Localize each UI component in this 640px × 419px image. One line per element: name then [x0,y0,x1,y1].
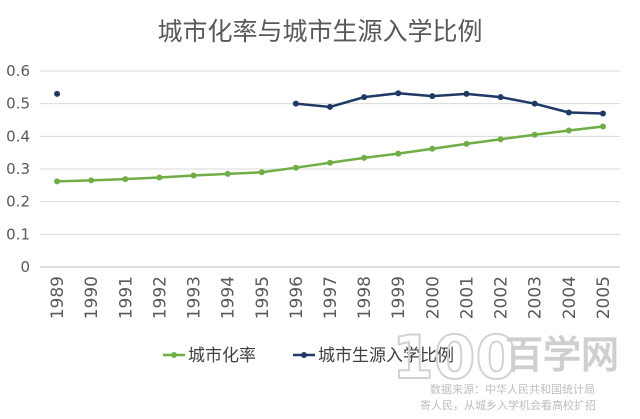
x-tick-label: 1990 [82,276,102,319]
watermark: 100 百学网 数据来源：中华人民共和国统计局 寄人民，从城乡入学机会看高校扩招 [391,322,619,412]
x-tick-label: 1998 [355,276,375,319]
series-1 [54,123,606,185]
data-point [429,145,436,152]
data-point [599,123,606,130]
data-point [292,164,299,171]
x-tick-label: 1992 [150,276,170,319]
data-point [531,131,538,138]
x-tick-label: 1989 [48,276,68,319]
y-tick-label: 0.2 [6,193,30,211]
y-tick-label: 0.5 [6,95,30,113]
data-point [88,177,95,184]
watermark-source-line1: 数据来源：中华人民共和国统计局 [430,382,595,396]
data-point [463,140,470,147]
y-tick-label: 0.4 [6,127,30,145]
data-point [565,127,572,134]
x-tick-label: 1995 [253,276,273,319]
data-point [122,176,129,183]
chart-title: 城市化率与城市生源入学比例 [157,17,482,46]
x-tick-label: 2001 [457,276,477,319]
x-tick-label: 2005 [594,276,614,319]
x-tick-label: 1999 [389,276,409,319]
legend-label: 城市化率 [188,346,256,366]
data-point [224,170,231,177]
series-line [295,91,603,115]
data-point [395,90,402,97]
legend-marker [301,352,307,358]
data-point [497,94,504,101]
x-tick-label: 2000 [423,276,443,319]
data-point [156,174,163,181]
data-point [463,90,470,97]
legend-marker [171,352,177,358]
x-tick-label: 1996 [287,276,307,319]
data-point [54,90,61,97]
data-point [599,110,606,117]
data-point [54,178,61,185]
watermark-logo-number: 100 [392,323,517,393]
data-point [531,100,538,107]
x-tick-label: 1997 [321,276,341,319]
data-point [258,169,265,176]
series-line [57,125,604,183]
data-point [497,136,504,143]
series-2 [54,90,606,117]
watermark-source-line2: 寄人民，从城乡入学机会看高校扩招 [420,398,596,412]
x-axis-ticks: 1989 1990 1991 1992 1993 1994 1995 1996 1997 1998… [48,276,614,319]
y-axis-ticks: 0 0.1 0.2 0.3 0.4 0.5 0.6 [6,62,30,276]
x-tick-label: 2002 [492,276,512,319]
x-tick-label: 1991 [116,276,136,319]
y-tick-label: 0.1 [6,225,30,243]
legend-label: 城市生源入学比例 [318,346,454,366]
data-point [565,109,572,116]
x-tick-label: 2003 [526,276,546,319]
watermark-logo-text: 百学网 [505,333,619,377]
y-tick-label: 0 [20,258,30,276]
data-point [327,159,333,166]
data-point [429,93,436,100]
y-tick-label: 0.6 [6,62,30,80]
series-lines [54,90,606,185]
data-point [292,100,299,107]
data-point [190,172,197,179]
x-tick-label: 1994 [219,276,239,319]
data-point [395,150,402,157]
data-point [327,103,333,110]
x-tick-label: 2004 [560,276,580,319]
data-point [361,94,368,101]
x-tick-label: 1993 [185,276,205,319]
data-point [361,154,368,161]
legend: 城市化率 城市生源入学比例 [163,346,454,366]
gridlines [40,70,620,268]
y-tick-label: 0.3 [6,160,30,178]
